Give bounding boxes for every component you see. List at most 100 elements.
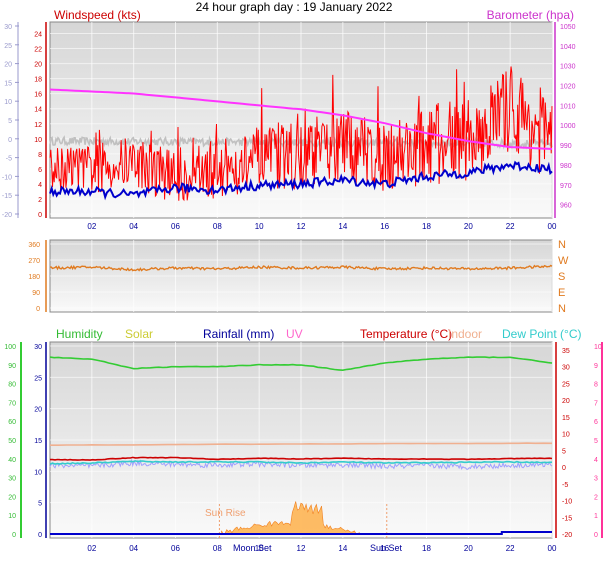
wind-outer-tick-label: 20 <box>4 62 12 69</box>
temperature-label: Temperature (°C) <box>360 327 452 341</box>
barometer-tick-label: 1020 <box>560 84 576 91</box>
compass-letter: E <box>558 287 565 299</box>
indoor-line <box>50 442 553 446</box>
avg-wind-line <box>49 160 553 201</box>
x-tick-label: 08 <box>213 222 222 231</box>
dewpoint-label: Dew Point (°C) <box>502 327 581 341</box>
humidity-tick-label: 100 <box>4 344 16 351</box>
uv-label: UV <box>286 327 303 341</box>
wind-outer-tick-label: -5 <box>6 156 12 163</box>
humidity-tick-label: 80 <box>8 382 16 389</box>
dewpoint-line <box>49 460 553 465</box>
sun-set-marker: Sun Set <box>370 543 403 553</box>
windspeed-tick-label: 24 <box>34 32 42 39</box>
wind-outer-tick-label: -15 <box>2 193 12 200</box>
moon-set-marker: Moon Set <box>233 543 272 553</box>
barometer-tick-label: 960 <box>560 203 572 210</box>
rainfall-line <box>50 531 552 535</box>
x-tick-label: 12 <box>297 544 306 553</box>
x-tick-label: 14 <box>338 222 347 231</box>
x-tick-label: 16 <box>380 544 389 553</box>
barometer-tick-label: 1030 <box>560 64 576 71</box>
direction-tick-label: 180 <box>28 274 40 281</box>
x-tick-label: 02 <box>87 544 96 553</box>
compass-letter: N <box>558 303 566 315</box>
windspeed-tick-label: 14 <box>34 107 42 114</box>
humidity-tick-label: 10 <box>8 513 16 520</box>
solar-label: Solar <box>125 327 153 341</box>
windspeed-tick-label: 20 <box>34 62 42 69</box>
windspeed-label: Windspeed (kts) <box>54 8 141 22</box>
humidity-tick-label: 70 <box>8 400 16 407</box>
solar-area <box>221 501 360 535</box>
windspeed-line <box>49 66 553 202</box>
rain-tick-label: 20 <box>34 407 42 414</box>
temp-tick-label: -10 <box>562 499 572 506</box>
barometer-tick-label: 1010 <box>560 103 576 110</box>
temp-tick-label: 20 <box>562 398 570 405</box>
temp-tick-label: -5 <box>562 482 568 489</box>
uv-tick-label: 2 <box>594 494 598 501</box>
x-tick-label: 00 <box>548 544 557 553</box>
wind-outer-tick-label: 10 <box>4 99 12 106</box>
uv-tick-label: 7 <box>594 400 598 407</box>
indoor-label: Indoor <box>448 327 482 341</box>
compass-letter: W <box>558 255 569 267</box>
chart-title: 24 hour graph day : 19 January 2022 <box>196 0 393 14</box>
wind-outer-tick-label: 15 <box>4 80 12 87</box>
humidity-tick-label: 50 <box>8 438 16 445</box>
uv-tick-label: 8 <box>594 382 598 389</box>
rain-tick-label: 10 <box>34 469 42 476</box>
windspeed-tick-label: 6 <box>38 167 42 174</box>
x-tick-label: 12 <box>297 222 306 231</box>
direction-tick-label: 270 <box>28 258 40 265</box>
humidity-tick-label: 0 <box>12 532 16 539</box>
x-tick-label: 02 <box>87 222 96 231</box>
humidity-line <box>49 356 553 372</box>
humidity-label: Humidity <box>56 327 103 341</box>
barometer-tick-label: 1050 <box>560 24 576 31</box>
windspeed-tick-label: 4 <box>38 182 42 189</box>
temp-tick-label: 30 <box>562 365 570 372</box>
rain-tick-label: 30 <box>34 344 42 351</box>
uv-tick-label: 4 <box>594 457 598 464</box>
temp-tick-label: 25 <box>562 381 570 388</box>
windspeed-tick-label: 16 <box>34 92 42 99</box>
compass-letter: S <box>558 271 565 283</box>
temp-tick-label: 10 <box>562 432 570 439</box>
barometer-tick-label: 1000 <box>560 123 576 130</box>
direction-tick-label: 0 <box>36 306 40 313</box>
barometer-tick-label: 990 <box>560 143 572 150</box>
humidity-tick-label: 40 <box>8 457 16 464</box>
windspeed-tick-label: 12 <box>34 122 42 129</box>
windspeed-tick-label: 10 <box>34 137 42 144</box>
humidity-tick-label: 60 <box>8 419 16 426</box>
x-tick-label: 18 <box>422 544 431 553</box>
rain-tick-label: 5 <box>38 501 42 508</box>
windspeed-tick-label: 22 <box>34 47 42 54</box>
x-tick-label: 20 <box>464 222 473 231</box>
barometer-label: Barometer (hpa) <box>487 8 574 22</box>
x-tick-label: 08 <box>213 544 222 553</box>
windspeed-tick-label: 0 <box>38 212 42 219</box>
x-tick-label: 20 <box>464 544 473 553</box>
temperature-line <box>50 456 553 461</box>
barometer-tick-label: 970 <box>560 183 572 190</box>
rain-tick-label: 25 <box>34 375 42 382</box>
compass-letter: N <box>558 239 566 251</box>
uv-tick-label: 6 <box>594 419 598 426</box>
wind-outer-tick-label: 5 <box>8 118 12 125</box>
x-tick-label: 04 <box>129 222 138 231</box>
temp-tick-label: 0 <box>562 465 566 472</box>
temp-tick-label: 15 <box>562 415 570 422</box>
uv-tick-label: 3 <box>594 476 598 483</box>
barometer-line <box>49 88 553 150</box>
barometer-tick-label: 1040 <box>560 44 576 51</box>
direction-tick-label: 360 <box>28 242 40 249</box>
temp-tick-label: 35 <box>562 348 570 355</box>
x-tick-label: 10 <box>255 222 264 231</box>
wind-outer-tick-label: 30 <box>4 24 12 31</box>
windspeed-tick-label: 18 <box>34 77 42 84</box>
x-tick-label: 22 <box>506 222 515 231</box>
